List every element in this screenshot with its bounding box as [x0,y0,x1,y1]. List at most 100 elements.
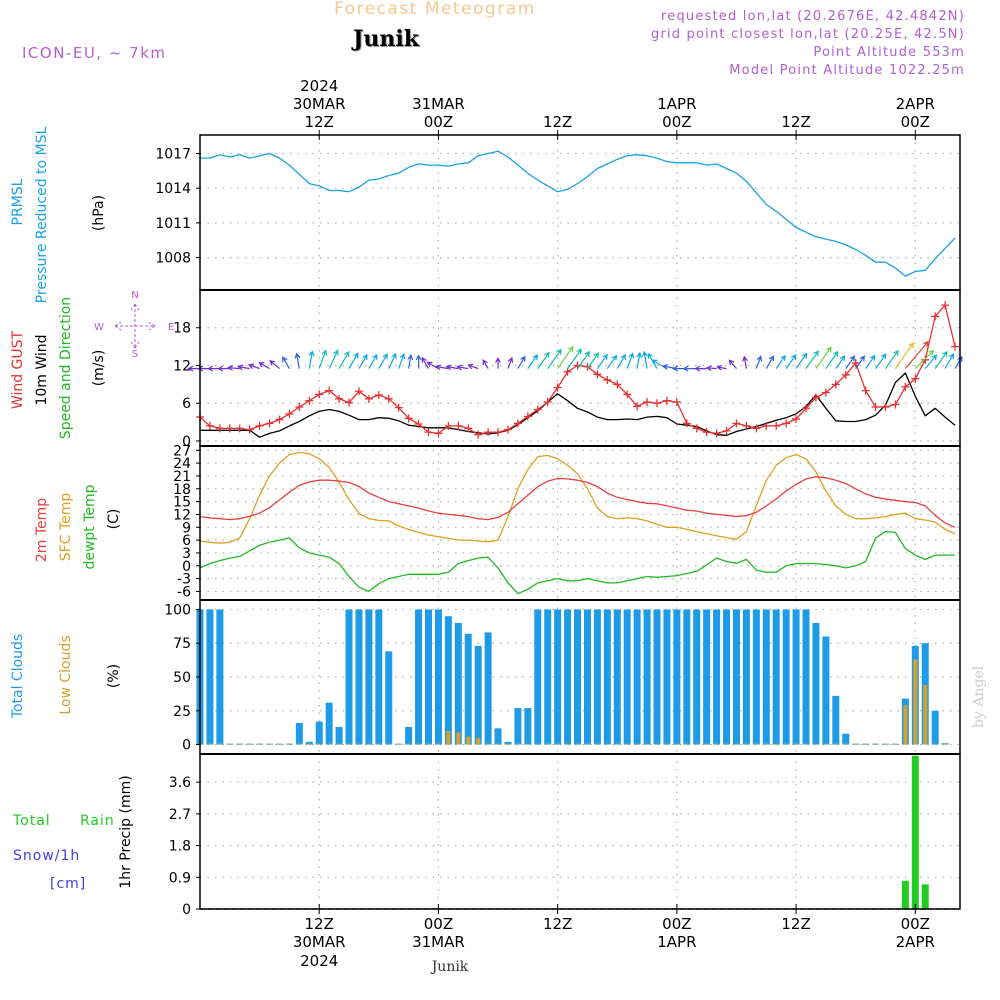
wind-direction-arrow [557,345,574,369]
sfc-temp-line [199,451,956,544]
chart-title: Forecast Meteogram [334,0,536,19]
low-cloud-bar [744,743,749,745]
gust-marker [523,412,532,421]
top-time-label: 12Z [543,113,572,131]
gust-marker [384,394,393,403]
bottom-date-label: 30MAR [293,933,346,951]
total-cloud-bar [305,741,313,745]
total-cloud-bar [683,609,691,745]
low-cloud-bar [853,743,858,745]
low-cloud-bar [217,743,222,745]
low-cloud-bar [416,743,421,745]
compass-rose [114,303,156,349]
wind-direction-arrow [825,350,839,369]
gust-marker [652,399,661,408]
gust-marker [225,424,234,433]
low-cloud-bar [823,743,828,745]
low-cloud-bar [337,743,342,745]
wind-direction-arrow [845,355,856,369]
top-time-label: 00Z [424,113,453,131]
total-cloud-bar [742,609,750,745]
gust-marker [921,355,930,364]
wind-direction-arrow [765,355,775,369]
total-cloud-bar [484,632,492,745]
low-cloud-bar [257,743,262,745]
low-cloud-bar [813,743,818,745]
low-cloud-bar [714,743,719,745]
side-labels: PRMSL Pressure Reduced to MSL (hPa) Wind GU… [10,126,174,892]
gust-marker [424,428,433,437]
total-cloud-bar [713,609,721,745]
markers [187,301,963,439]
wind-direction-arrow [378,353,388,369]
y-tick-label: 0 [182,559,191,575]
total-cloud-bar [802,609,810,745]
y-tick-label: 12 [173,358,191,374]
y-tick-label: 25 [173,704,191,720]
wind-direction-arrow [944,352,955,369]
top-time-label: 00Z [662,113,691,131]
total-cloud-bar [752,609,760,745]
axis-labels: 1008101110141017061218-6-303691215182124… [155,77,935,970]
y-tick-label: 6 [182,396,191,412]
compass-e: E [168,322,174,333]
dewpt-line [199,530,955,595]
low-cloud-bar [505,743,510,745]
total-cloud-bar [792,609,800,745]
wind-direction-arrow [785,353,797,369]
top-time-label: 00Z [901,113,930,131]
gust-marker [662,396,671,405]
gust-marker [374,391,383,400]
gust-marker [533,405,542,414]
low-cloud-bar [545,743,550,745]
total-cloud-bar [434,609,442,745]
low-cloud-bar [873,743,878,745]
total-cloud-bar [524,708,532,745]
gust-marker [811,393,820,402]
wind-direction-arrow [537,351,550,369]
total-cloud-bar [424,609,432,745]
wind-direction-arrow [795,352,808,369]
low-cloud-bar [625,743,630,745]
low-cloud-bar [386,743,391,745]
top-date-label: 31MAR [412,95,465,113]
y-tick-label: 1014 [155,181,191,197]
low-cloud-bar [535,743,540,745]
low-cloud-bar [913,659,918,745]
low-cloud-bar [734,743,739,745]
gust-marker [772,421,781,430]
total-cloud-bar [832,695,840,745]
gust-marker [623,390,632,399]
low-cloud-bar [555,743,560,745]
top-time-label: 12Z [781,113,810,131]
low-cloud-bar [347,743,352,745]
wind-direction-arrow [596,353,608,369]
gust-marker [692,424,701,433]
wind-direction-arrow [567,348,582,369]
gust-marker [901,382,910,391]
gust-marker [762,421,771,430]
total-cloud-bar [554,609,562,745]
low-cloud-bar [317,743,322,745]
wind-direction-arrow [517,355,526,369]
gust-marker [593,370,602,379]
wind-direction-arrow [495,356,501,369]
gust-marker [732,419,741,428]
gust-marker [414,419,423,428]
y-tick-label: 15 [173,495,191,511]
gust-marker [464,424,473,433]
gust-marker [861,386,870,395]
total-cloud-bar [593,609,601,745]
gust-marker [474,430,483,439]
bottom-time-label: 12Z [781,915,810,933]
wind-direction-arrow [269,359,280,370]
low-cloud-bar [515,743,520,745]
gust-marker [841,370,850,379]
rain-bar [911,755,919,909]
gust-marker [792,414,801,423]
wind-direction-arrow [434,364,449,371]
t2m-label: 2m Temp [34,498,50,562]
credit: by Angel [971,665,987,728]
wind-direction-arrow [705,365,717,372]
wind-direction-arrow [368,353,378,369]
